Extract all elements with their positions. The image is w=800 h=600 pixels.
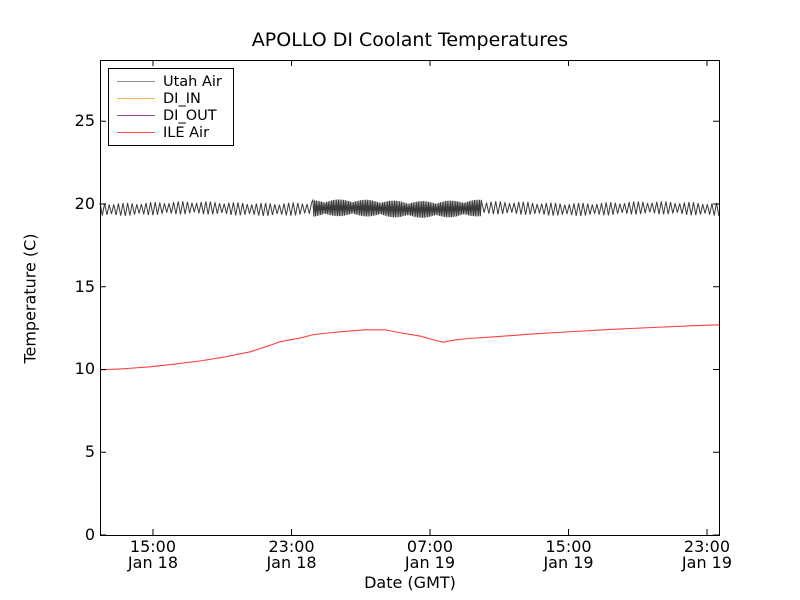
x-tick-time: 15:00: [129, 537, 177, 556]
y-tick-label: 25: [74, 111, 95, 131]
chart-title: APOLLO DI Coolant Temperatures: [251, 29, 569, 51]
x-tick-label: 23:00 Jan 19: [657, 539, 757, 571]
x-tick-time: 23:00: [683, 537, 731, 556]
legend-item-utah-air: Utah Air: [117, 73, 227, 90]
y-tick-label: 20: [74, 193, 95, 213]
x-tick-date: Jan 18: [266, 553, 317, 572]
y-tick-label: 15: [74, 276, 95, 296]
x-tick-date: Jan 19: [681, 553, 733, 572]
legend-line-sample: [117, 132, 155, 133]
legend-item-ile-air: ILE Air: [117, 124, 227, 141]
x-tick-time: 15:00: [545, 537, 592, 556]
y-tick-label: 5: [84, 442, 95, 462]
legend-label: DI_OUT: [163, 107, 217, 124]
legend-label: ILE Air: [163, 124, 210, 141]
x-tick-date: Jan 18: [127, 553, 179, 572]
legend-line-sample: [117, 98, 155, 99]
x-tick-label: 23:00 Jan 18: [242, 539, 342, 571]
x-tick-label: 15:00 Jan 18: [103, 539, 203, 571]
x-tick-date: Jan 19: [404, 553, 456, 572]
y-tick-label: 10: [74, 359, 95, 379]
x-tick-label: 15:00 Jan 19: [519, 539, 619, 571]
x-tick-label: 07:00 Jan 19: [380, 539, 480, 571]
legend-item-di-in: DI_IN: [117, 90, 227, 107]
legend-label: DI_IN: [163, 90, 201, 107]
x-tick-time: 07:00: [406, 537, 454, 556]
legend-line-sample: [117, 115, 155, 116]
y-tick-label: 0: [84, 525, 95, 544]
legend-line-sample: [117, 81, 155, 82]
x-tick-date: Jan 19: [543, 553, 594, 572]
y-axis-label: Temperature (C): [20, 233, 40, 364]
legend-item-di-out: DI_OUT: [117, 107, 227, 124]
x-tick-time: 23:00: [268, 537, 315, 556]
legend: Utah Air DI_IN DI_OUT ILE Air: [108, 68, 234, 146]
x-axis-label: Date (GMT): [364, 573, 456, 592]
legend-label: Utah Air: [163, 73, 222, 90]
